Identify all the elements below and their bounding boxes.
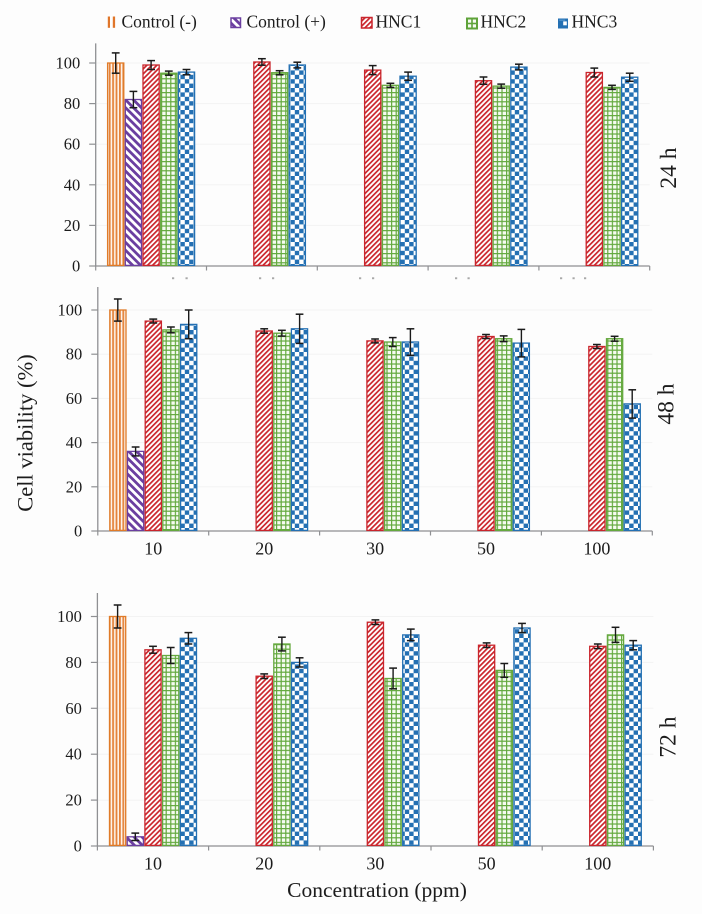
svg-text:0: 0 xyxy=(74,837,82,856)
svg-text:50: 50 xyxy=(477,539,495,559)
svg-text:Concentration (ppm): Concentration (ppm) xyxy=(287,878,467,902)
svg-text:HNC1: HNC1 xyxy=(376,12,422,32)
svg-text:30: 30 xyxy=(366,539,384,559)
svg-text:100: 100 xyxy=(584,854,611,874)
svg-text:0: 0 xyxy=(74,522,82,541)
svg-text:60: 60 xyxy=(65,699,82,718)
svg-text:60: 60 xyxy=(64,135,81,154)
svg-text:100: 100 xyxy=(583,539,610,559)
svg-text:20: 20 xyxy=(64,216,81,235)
svg-text:20: 20 xyxy=(66,477,83,496)
svg-text:Cell viability (%): Cell viability (%) xyxy=(13,354,38,511)
svg-text:80: 80 xyxy=(66,345,83,364)
svg-text:20: 20 xyxy=(255,854,273,874)
svg-text:24 h: 24 h xyxy=(656,147,682,188)
svg-text:Control (+): Control (+) xyxy=(247,12,327,32)
svg-text:30: 30 xyxy=(366,854,384,874)
svg-text:40: 40 xyxy=(65,745,82,764)
svg-text:72 h: 72 h xyxy=(656,716,682,757)
svg-text:100: 100 xyxy=(57,607,82,626)
svg-text:48 h: 48 h xyxy=(654,383,680,424)
svg-text:10: 10 xyxy=(144,539,162,559)
svg-text:60: 60 xyxy=(66,389,83,408)
svg-text:20: 20 xyxy=(255,539,273,559)
svg-text:40: 40 xyxy=(66,433,83,452)
svg-text:80: 80 xyxy=(65,653,82,672)
svg-text:20: 20 xyxy=(65,791,82,810)
svg-text:80: 80 xyxy=(64,94,81,113)
svg-text:100: 100 xyxy=(58,301,83,320)
svg-text:HNC3: HNC3 xyxy=(572,12,618,32)
svg-text:HNC2: HNC2 xyxy=(481,12,527,32)
svg-text:50: 50 xyxy=(478,854,496,874)
svg-text:100: 100 xyxy=(55,54,80,73)
svg-text:40: 40 xyxy=(64,175,81,194)
svg-text:Control (-): Control (-) xyxy=(122,12,198,32)
svg-text:0: 0 xyxy=(72,257,80,276)
svg-text:10: 10 xyxy=(144,854,162,874)
